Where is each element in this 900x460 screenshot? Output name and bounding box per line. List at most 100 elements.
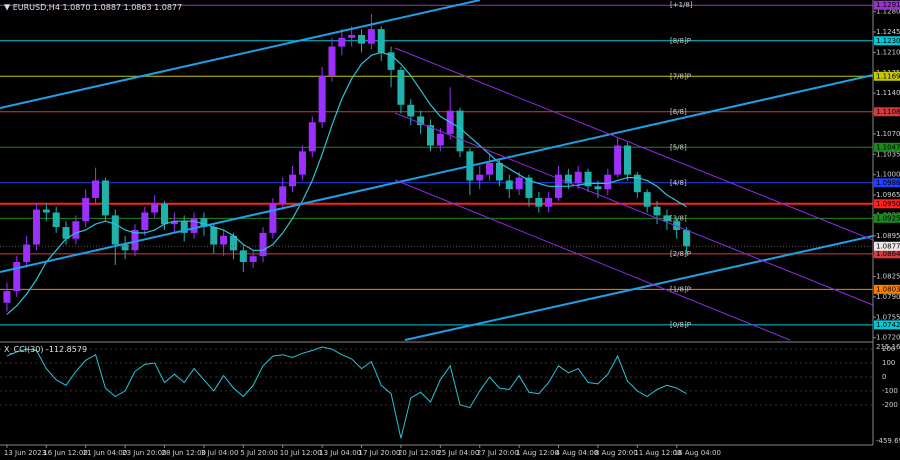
candle-body [623, 145, 631, 175]
indicator-tick-label: -100 [882, 387, 898, 395]
candle-body [436, 133, 444, 146]
candle-body [101, 180, 109, 216]
candle-body [151, 203, 159, 213]
candle-body [417, 116, 425, 126]
candle-body [210, 227, 218, 245]
level-box [874, 107, 900, 117]
level-price-label: 1.0742 [876, 321, 900, 329]
candle-body [604, 174, 612, 190]
level-box [874, 213, 900, 223]
candle-body [397, 69, 405, 105]
candle-body [42, 209, 50, 213]
candle-body [229, 235, 237, 251]
x-tick-label: 17 Jul 20:00 [359, 449, 401, 457]
level-box [874, 0, 900, 10]
level-price-label: 1.0925 [876, 214, 900, 222]
symbol: EURUSD,H4 [13, 3, 60, 12]
candle-body [121, 244, 129, 251]
candle-body [318, 75, 326, 123]
y-tick-label: 1.1000 [876, 171, 900, 179]
x-tick-label: 25 Jul 04:00 [437, 449, 479, 457]
level-name: [8/8]P [670, 37, 691, 45]
candle-body [535, 197, 543, 207]
candle-body [633, 174, 641, 193]
level-name: [+1/8] [670, 1, 693, 9]
level-price-box: 1.0742 [874, 320, 900, 330]
candle-body [82, 197, 90, 222]
candle-body [358, 34, 366, 44]
candle-body [348, 34, 356, 38]
candle-body [545, 197, 553, 207]
x-tick-label: 5 Jul 20:00 [240, 449, 278, 457]
candle-body [387, 52, 395, 70]
level-name: [2/8]P [670, 250, 691, 258]
current-price-label: 1.0877 [876, 242, 900, 250]
candle-body [190, 218, 198, 233]
candle-body [495, 163, 503, 181]
candle-body [426, 125, 434, 146]
candle-body [525, 177, 533, 198]
level-price-box: 1.1047 [874, 142, 900, 152]
level-box [874, 320, 900, 330]
level-price-label: 1.1230 [876, 37, 900, 45]
level-price-box: 1.1291 [874, 0, 900, 10]
x-tick-label: 1 Aug 12:00 [516, 449, 559, 457]
candle-body [614, 145, 622, 175]
candle-body [92, 180, 100, 198]
current-price-box: 1.0877 [874, 241, 900, 251]
indicator-min-label: -459.696 [876, 437, 900, 445]
candle-body [249, 256, 257, 262]
level-box [874, 36, 900, 46]
y-tick-label: 1.0895 [876, 232, 900, 240]
candle-body [200, 218, 208, 228]
candle-body [574, 171, 582, 184]
regression-line [394, 112, 874, 306]
level-price-box: 1.0864 [874, 249, 900, 259]
candle-body [505, 180, 513, 190]
x-tick-label: 11 Aug 12:00 [634, 449, 681, 457]
candle-body [220, 235, 228, 245]
y-tick-label: 1.0755 [876, 313, 900, 321]
moving-average [6, 51, 687, 315]
indicator-tick-label: 200 [882, 345, 895, 353]
trend-line [404, 235, 874, 341]
candle-body [141, 212, 149, 230]
candle-body [594, 186, 602, 190]
x-tick-label: 8 Aug 20:00 [595, 449, 638, 457]
candle-body [476, 174, 484, 181]
close-value: 1.0877 [154, 3, 182, 12]
level-price-box: 1.1230 [874, 36, 900, 46]
x-tick-label: 16 Jun 12:00 [43, 449, 87, 457]
level-name: [1/8]P [670, 285, 691, 293]
y-tick-label: 1.0720 [876, 334, 900, 342]
candle-body [170, 221, 178, 225]
candle-body [131, 229, 139, 251]
candle-body [259, 232, 267, 257]
x-tick-label: 13 Jul 04:00 [319, 449, 361, 457]
indicator-tick-label: 100 [882, 359, 895, 367]
candle-body [653, 206, 661, 216]
candle-body [328, 46, 336, 76]
candle-body [564, 174, 572, 184]
candle-body [72, 221, 80, 239]
y-tick-label: 1.1035 [876, 150, 900, 158]
candle-body [683, 229, 691, 247]
trend-line [0, 0, 481, 109]
x-tick-label: 27 Jul 20:00 [477, 449, 519, 457]
level-box [874, 71, 900, 81]
level-box [874, 284, 900, 294]
level-price-label: 1.1108 [876, 108, 900, 116]
y-tick-label: 1.0825 [876, 273, 900, 281]
high-value: 1.0887 [93, 3, 121, 12]
level-price-label: 1.1291 [876, 1, 900, 9]
candle-body [663, 215, 671, 222]
x-tick-label: 13 Jun 2023 [4, 449, 46, 457]
x-tick-label: 16 Aug 04:00 [674, 449, 721, 457]
candle-body [308, 122, 316, 152]
indicator-value: -112.8579 [46, 345, 87, 354]
key-level-box-bg [874, 199, 900, 209]
y-tick-label: 1.1140 [876, 89, 900, 97]
candle-body [111, 215, 119, 245]
